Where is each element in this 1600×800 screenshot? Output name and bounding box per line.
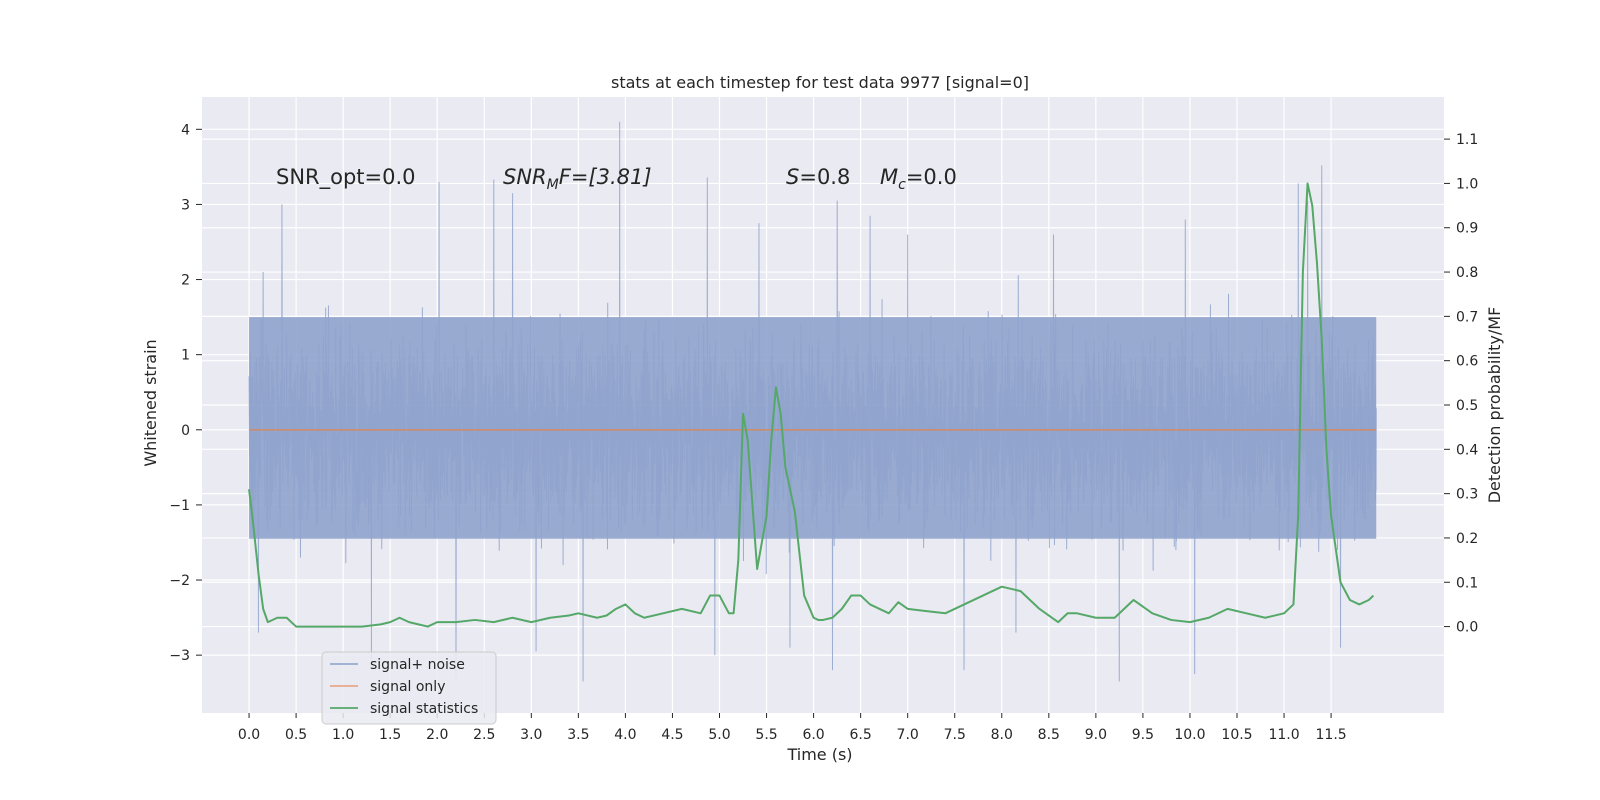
legend-label-signal: signal only	[370, 679, 445, 695]
x-tick-label: 4.0	[614, 727, 636, 743]
y2-tick-label: 0.9	[1456, 221, 1478, 237]
x-tick-label: 1.5	[379, 727, 401, 743]
x-tick-label: 9.5	[1132, 727, 1154, 743]
annotation-snr-mf-sub: M	[547, 177, 559, 193]
x-tick-label: 7.0	[897, 727, 919, 743]
x-tick-label: 10.0	[1174, 727, 1205, 743]
y2-tick-label: 0.1	[1456, 575, 1478, 591]
x-tick-label: 11.0	[1268, 727, 1299, 743]
annotation-s: S=0.8	[786, 165, 850, 189]
y2-tick-label: 0.8	[1456, 265, 1478, 281]
x-tick-label: 1.0	[332, 727, 354, 743]
y2-axis-label: Detection probability/MF	[1485, 307, 1504, 504]
x-tick-label: 6.0	[802, 727, 824, 743]
y-tick-label: 1	[181, 348, 190, 364]
x-tick-label: 2.5	[473, 727, 495, 743]
x-tick-label: 5.5	[755, 727, 777, 743]
noise-line	[248, 121, 1377, 682]
x-tick-label: 9.0	[1085, 727, 1107, 743]
legend-label-stats: signal statistics	[370, 701, 478, 717]
noise-series	[248, 121, 1377, 682]
x-tick-label: 8.5	[1038, 727, 1060, 743]
y-tick-label: 4	[181, 122, 190, 138]
legend: signal+ noise signal only signal statist…	[321, 651, 497, 725]
annotation-s-rest: =0.8	[799, 165, 850, 189]
legend-box	[321, 651, 497, 725]
annotation-mc-sub: c	[898, 177, 906, 193]
x-tick-label: 0.5	[285, 727, 307, 743]
y-axis-label: Whitened strain	[141, 339, 160, 466]
annotation-mc-rest: =0.0	[906, 165, 957, 189]
y-tick-label: 2	[181, 273, 190, 289]
x-tick-label: 3.5	[567, 727, 589, 743]
x-tick-label: 5.0	[708, 727, 730, 743]
y2-axis-ticks: 1.1 1.0 0.9 0.8 0.7 0.6 0.5 0.4 0.3 0.2 0.1 0.0	[1444, 132, 1478, 636]
x-tick-label: 2.0	[426, 727, 448, 743]
x-tick-label: 6.5	[850, 727, 872, 743]
annotations: SNR_opt=0.0 SNRMF=[3.81] S=0.8 Mc=0.0	[276, 165, 957, 193]
y2-tick-label: 0.7	[1456, 309, 1478, 325]
y-tick-label: −2	[169, 573, 190, 589]
y-tick-label: −1	[169, 498, 190, 514]
annotation-snr-mf: SNRMF=[3.81]	[503, 165, 652, 193]
x-tick-label: 0.0	[238, 727, 260, 743]
annotation-snr-opt: SNR_opt=0.0	[276, 165, 416, 190]
annotation-mc: Mc=0.0	[880, 165, 957, 193]
y2-tick-label: 1.0	[1456, 176, 1478, 192]
y2-tick-label: 0.0	[1456, 620, 1478, 636]
chart-title: stats at each timestep for test data 997…	[611, 73, 1029, 92]
y-tick-label: −3	[169, 648, 190, 664]
y2-tick-label: 0.5	[1456, 398, 1478, 414]
x-axis-ticks: 0.0 0.5 1.0 1.5 2.0 2.5 3.0 3.5 4.0 4.5 5.0 5.5 6.0 6…	[238, 713, 1347, 743]
y2-tick-label: 0.3	[1456, 487, 1478, 503]
y-tick-label: 0	[181, 423, 190, 439]
y-tick-label: 3	[181, 197, 190, 213]
y-axis-ticks: 4 3 2 1 0 −1 −2 −3	[169, 122, 202, 664]
statistics-series	[248, 182, 1375, 628]
x-tick-label: 11.5	[1316, 727, 1347, 743]
x-tick-label: 4.5	[661, 727, 683, 743]
x-tick-label: 3.0	[520, 727, 542, 743]
x-tick-label: 8.0	[991, 727, 1013, 743]
y2-tick-label: 0.6	[1456, 354, 1478, 370]
x-tick-label: 10.5	[1221, 727, 1252, 743]
legend-label-noise: signal+ noise	[370, 657, 465, 673]
x-axis-label: Time (s)	[786, 745, 852, 764]
annotation-snr-mf-rest: F=[3.81]	[559, 165, 652, 189]
y2-tick-label: 1.1	[1456, 132, 1478, 148]
statistics-line	[248, 182, 1375, 628]
annotation-mc-base: M	[880, 165, 898, 189]
annotation-s-base: S	[786, 165, 799, 189]
x-tick-label: 7.5	[944, 727, 966, 743]
annotation-snr-mf-base: SNR	[503, 165, 547, 189]
y2-tick-label: 0.4	[1456, 442, 1478, 458]
y2-tick-label: 0.2	[1456, 531, 1478, 547]
